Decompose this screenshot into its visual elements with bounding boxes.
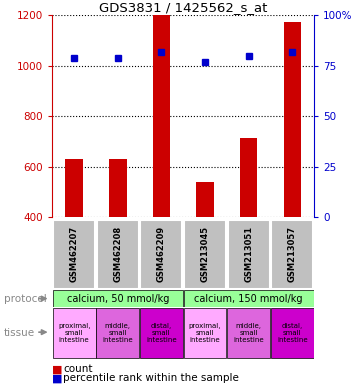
Text: GSM462209: GSM462209 <box>157 226 166 283</box>
Text: GSM213057: GSM213057 <box>288 227 297 282</box>
Text: ■: ■ <box>52 364 63 374</box>
Text: percentile rank within the sample: percentile rank within the sample <box>63 373 239 383</box>
Bar <box>240 137 257 217</box>
Bar <box>96 308 139 358</box>
Text: GSM462208: GSM462208 <box>113 226 122 283</box>
Text: middle,
small
intestine: middle, small intestine <box>233 323 264 343</box>
Bar <box>228 220 270 289</box>
Bar <box>271 308 314 358</box>
Text: tissue: tissue <box>4 328 35 338</box>
Bar <box>109 159 126 217</box>
Bar <box>153 15 170 217</box>
Bar <box>283 22 301 217</box>
Text: protocol: protocol <box>4 293 46 304</box>
Text: GSM213045: GSM213045 <box>200 226 209 283</box>
Bar <box>53 290 183 307</box>
Text: distal,
small
intestine: distal, small intestine <box>277 323 308 343</box>
Text: proximal,
small
intestine: proximal, small intestine <box>58 323 90 343</box>
Bar <box>140 308 183 358</box>
Bar <box>97 220 139 289</box>
Bar <box>271 220 313 289</box>
Bar <box>196 182 214 217</box>
Bar <box>140 220 182 289</box>
Bar <box>65 159 83 217</box>
Text: GSM462207: GSM462207 <box>70 226 79 283</box>
Bar <box>184 220 226 289</box>
Text: count: count <box>63 364 93 374</box>
Text: middle,
small
intestine: middle, small intestine <box>103 323 133 343</box>
Bar <box>227 308 270 358</box>
Text: calcium, 150 mmol/kg: calcium, 150 mmol/kg <box>194 293 303 304</box>
Text: GSM213051: GSM213051 <box>244 226 253 283</box>
Bar <box>184 308 226 358</box>
Bar <box>184 290 314 307</box>
Text: calcium, 50 mmol/kg: calcium, 50 mmol/kg <box>66 293 169 304</box>
Text: ■: ■ <box>52 373 63 383</box>
Text: distal,
small
intestine: distal, small intestine <box>146 323 177 343</box>
Text: proximal,
small
intestine: proximal, small intestine <box>189 323 221 343</box>
Title: GDS3831 / 1425562_s_at: GDS3831 / 1425562_s_at <box>99 1 268 14</box>
Bar <box>53 308 96 358</box>
Bar <box>53 220 95 289</box>
